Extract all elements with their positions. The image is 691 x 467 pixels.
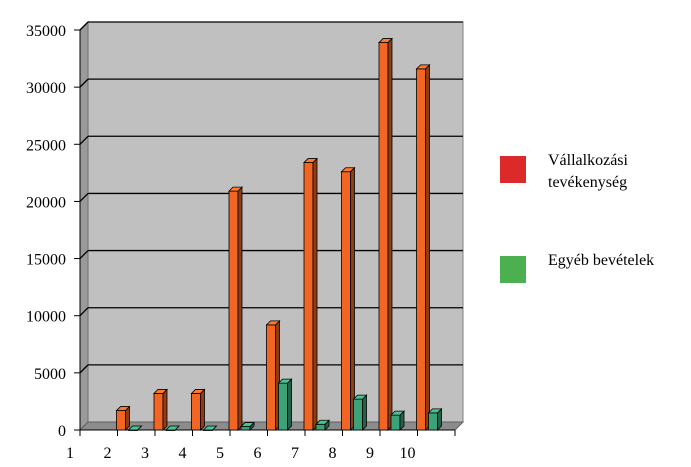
legend-item-egyeb: Egyéb bevételek — [500, 250, 678, 283]
x-tick-label: 5 — [216, 445, 224, 462]
x-tick-label: 4 — [179, 445, 187, 462]
bar-vallalkozasi-5 — [228, 186, 243, 431]
x-tick-label: 2 — [104, 445, 112, 462]
bar-vallalkozasi-3 — [153, 388, 168, 431]
gridline-side — [79, 250, 89, 260]
x-tick-label: 10 — [400, 445, 416, 462]
bar-egyeb-10 — [427, 407, 443, 431]
bar-egyeb-6 — [277, 378, 293, 431]
bar-egyeb-7 — [315, 419, 330, 431]
legend-label-vallalkozasi: Vállalkozási tevékenység — [548, 152, 628, 191]
y-tick-label: 5000 — [34, 366, 66, 383]
x-tick-label: 3 — [141, 445, 149, 462]
x-tick-label: 7 — [291, 445, 299, 462]
legend-swatch-egyeb — [500, 256, 526, 283]
x-tick-label: 8 — [329, 445, 337, 462]
bar-egyeb-3 — [165, 425, 180, 431]
gridline-side — [79, 192, 89, 202]
legend-label-egyeb: Egyéb bevételek — [548, 252, 655, 269]
bar-vallalkozasi-9 — [378, 37, 393, 431]
gridline-side — [79, 21, 89, 31]
y-tick-label: 15000 — [26, 252, 66, 269]
gridline-side — [79, 78, 89, 88]
bar-vallalkozasi-2 — [115, 405, 131, 431]
bar-vallalkozasi-4 — [190, 388, 206, 431]
bar-egyeb-9 — [390, 410, 405, 431]
bar-egyeb-5 — [240, 421, 255, 431]
bar-vallalkozasi-8 — [340, 166, 356, 431]
y-tick-label: 10000 — [26, 309, 66, 326]
bar-egyeb-2 — [127, 425, 143, 431]
y-tick-label: 35000 — [26, 23, 66, 40]
x-tick-label: 9 — [366, 445, 374, 462]
x-tick-label: 1 — [66, 445, 74, 462]
bar-egyeb-8 — [352, 394, 368, 431]
gridline-side — [79, 135, 89, 145]
x-tick-label: 6 — [254, 445, 262, 462]
gridline-side — [79, 307, 89, 317]
bar-vallalkozasi-7 — [303, 157, 318, 431]
gridline-side — [79, 364, 89, 374]
bar-vallalkozasi-10 — [415, 63, 431, 431]
bar-vallalkozasi-6 — [265, 319, 281, 431]
legend-item-vallalkozasi: Vállalkozási tevékenység — [500, 150, 678, 194]
y-tick-label: 25000 — [26, 137, 66, 154]
y-tick-label: 0 — [58, 423, 66, 440]
y-tick-label: 20000 — [26, 194, 66, 211]
bar-egyeb-4 — [202, 425, 218, 431]
y-tick-label: 30000 — [26, 80, 66, 97]
legend-swatch-vallalkozasi — [500, 156, 526, 183]
